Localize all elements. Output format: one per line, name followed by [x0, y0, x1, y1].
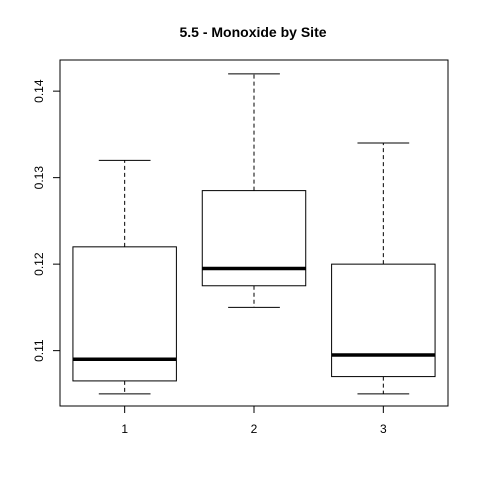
- y-tick-label: 0.13: [32, 166, 46, 190]
- iqr-box: [201, 190, 307, 287]
- x-tick-label: 2: [251, 422, 258, 436]
- x-tick-label: 3: [380, 422, 387, 436]
- box-group-1: [72, 159, 177, 395]
- boxes: [72, 73, 436, 395]
- y-axis: 0.11 0.12 0.13 0.14: [32, 79, 61, 362]
- box-group-3: [331, 142, 436, 395]
- box-group-2: [201, 73, 307, 308]
- y-tick-label: 0.14: [32, 79, 46, 103]
- y-tick-label: 0.11: [32, 339, 46, 362]
- y-tick-label: 0.12: [32, 252, 46, 276]
- iqr-box: [331, 263, 436, 378]
- chart-title: 5.5 - Monoxide by Site: [179, 24, 326, 40]
- x-axis: 1 2 3: [121, 405, 387, 436]
- x-tick-label: 1: [121, 422, 128, 436]
- iqr-box: [72, 246, 177, 382]
